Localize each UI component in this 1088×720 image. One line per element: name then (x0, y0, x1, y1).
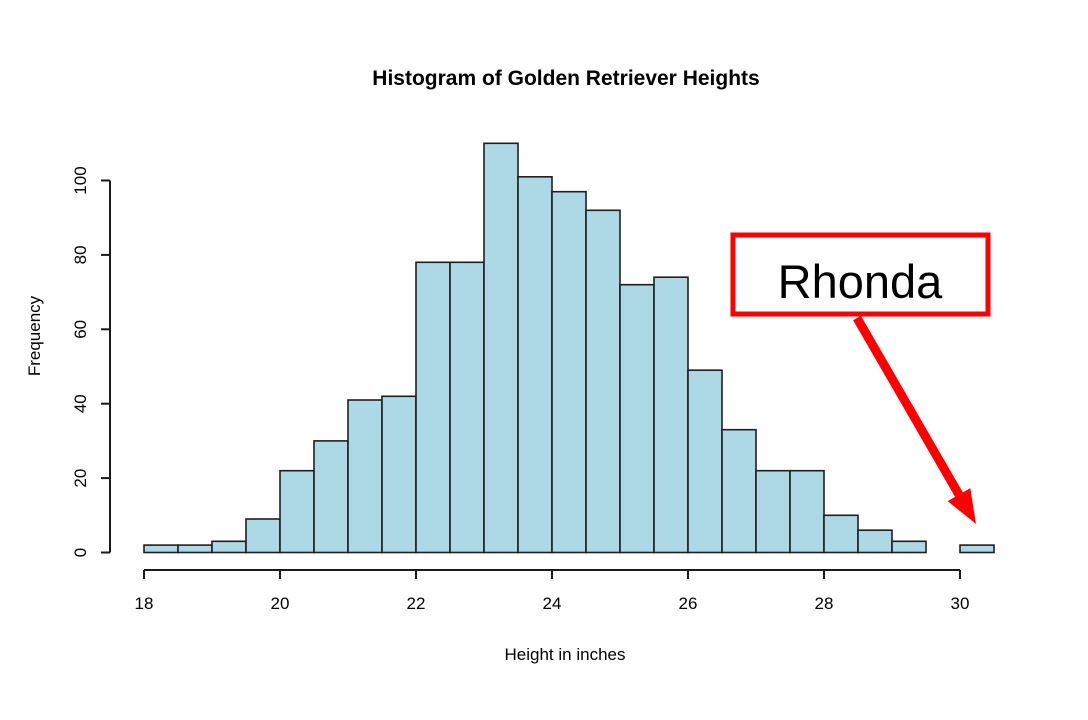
x-tick-label: 30 (951, 594, 970, 613)
annotation-callout: Rhonda (730, 232, 991, 525)
histogram-bar (755, 469, 791, 554)
histogram-bar (517, 176, 553, 554)
histogram-bar (483, 142, 519, 554)
x-tick-label: 26 (679, 594, 698, 613)
arrow-head-icon (947, 488, 976, 525)
histogram-bar (415, 261, 451, 554)
histogram-bar (143, 544, 179, 554)
histogram-bar (585, 209, 621, 554)
annotation-box (730, 232, 991, 317)
histogram-bar (177, 544, 213, 554)
y-tick-label: 60 (71, 320, 90, 339)
annotation-arrow-icon (853, 315, 976, 525)
y-tick-label: 80 (71, 245, 90, 264)
x-axis: 18 20 22 24 26 28 30 (135, 569, 970, 613)
histogram-bar (891, 540, 927, 554)
x-axis-label: Height in inches (505, 645, 626, 664)
histogram-bar (279, 469, 315, 554)
chart-title: Histogram of Golden Retriever Heights (372, 67, 759, 90)
y-axis-label: Frequency (25, 295, 44, 376)
x-tick-label: 18 (135, 594, 154, 613)
histogram-bars (143, 142, 995, 554)
x-tick-label: 28 (815, 594, 834, 613)
y-tick-label: 100 (71, 166, 90, 194)
x-tick-label: 24 (543, 594, 562, 613)
annotation-label: Rhonda (778, 255, 943, 308)
histogram-bar (687, 369, 723, 554)
histogram-bar (959, 544, 995, 554)
y-tick-label: 40 (71, 394, 90, 413)
y-axis: 0 20 40 60 80 100 (71, 166, 111, 557)
y-tick-label: 20 (71, 469, 90, 488)
histogram-bar (551, 190, 587, 554)
histogram-bar (721, 428, 757, 554)
histogram-bar (619, 283, 655, 554)
histogram-bar (823, 514, 859, 554)
histogram-bar (857, 529, 893, 554)
histogram-bar (347, 399, 383, 554)
histogram-bar (449, 261, 485, 554)
histogram-bar (211, 540, 247, 554)
y-tick-label: 0 (71, 548, 90, 557)
histogram-bar (789, 469, 825, 554)
x-tick-label: 22 (407, 594, 426, 613)
x-tick-label: 20 (271, 594, 290, 613)
histogram-bar (245, 518, 281, 554)
arrow-shaft (853, 315, 965, 501)
histogram-bar (381, 395, 417, 554)
histogram-bar (313, 440, 349, 554)
histogram-bar (653, 276, 689, 554)
